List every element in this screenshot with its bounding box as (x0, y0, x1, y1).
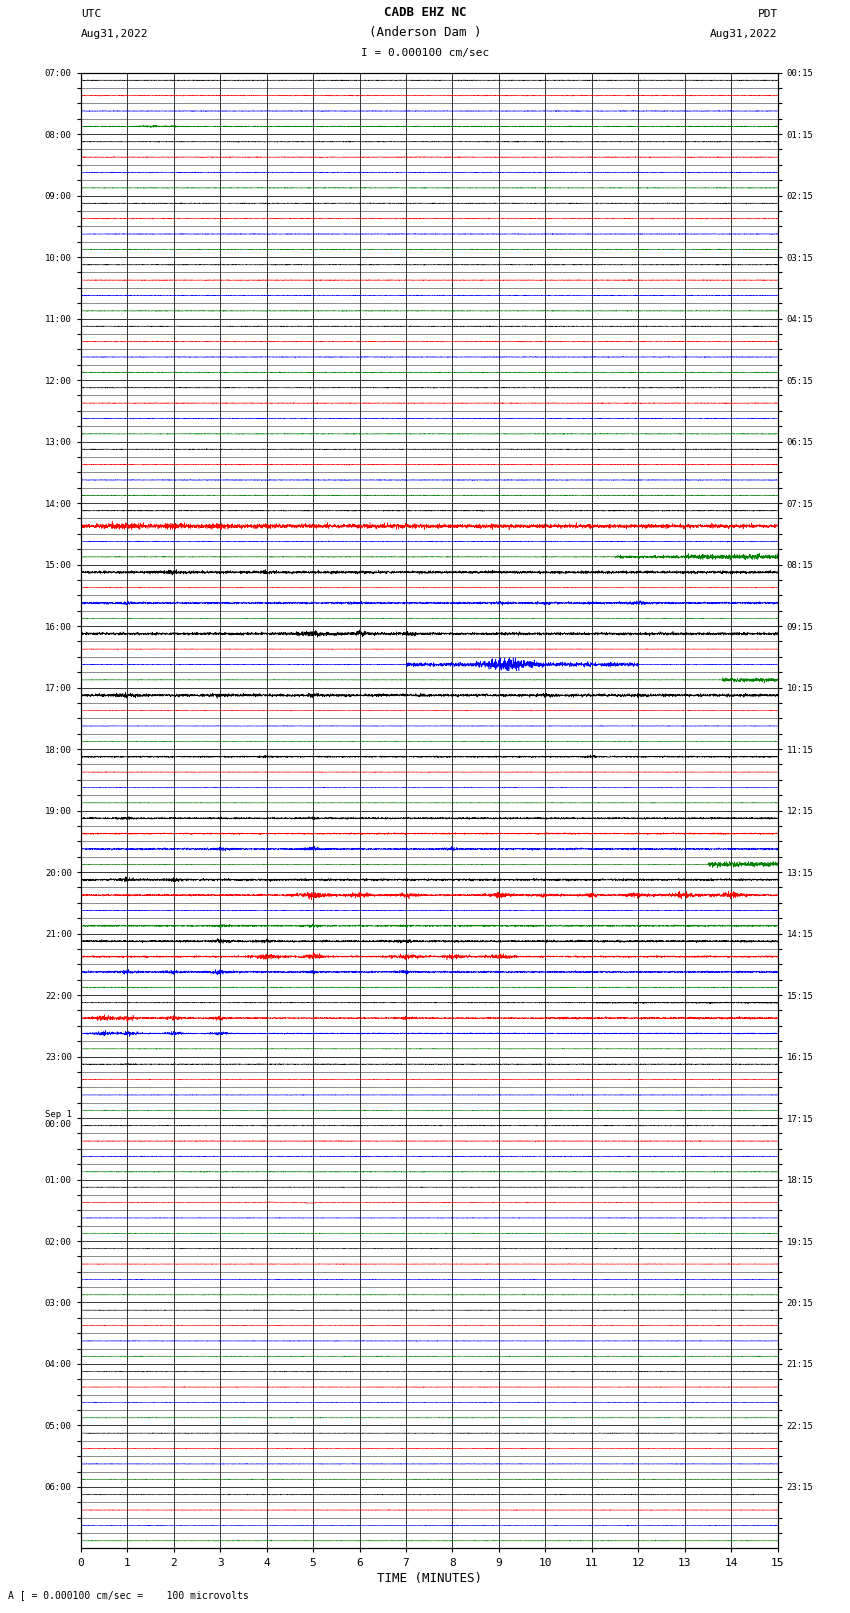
Text: UTC: UTC (81, 10, 101, 19)
Text: Aug31,2022: Aug31,2022 (711, 29, 778, 39)
Text: I = 0.000100 cm/sec: I = 0.000100 cm/sec (361, 48, 489, 58)
Text: PDT: PDT (757, 10, 778, 19)
Text: CADB EHZ NC: CADB EHZ NC (383, 6, 467, 19)
X-axis label: TIME (MINUTES): TIME (MINUTES) (377, 1571, 482, 1584)
Text: (Anderson Dam ): (Anderson Dam ) (369, 26, 481, 39)
Text: A [ = 0.000100 cm/sec =    100 microvolts: A [ = 0.000100 cm/sec = 100 microvolts (8, 1590, 249, 1600)
Text: Aug31,2022: Aug31,2022 (81, 29, 148, 39)
